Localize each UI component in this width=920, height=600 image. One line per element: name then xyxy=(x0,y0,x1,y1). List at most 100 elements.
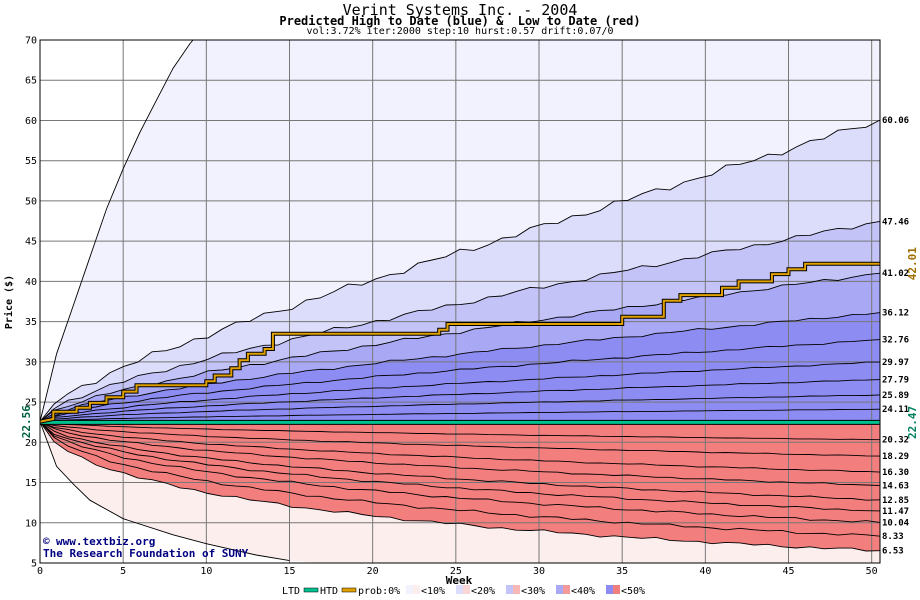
low-level-curve xyxy=(40,421,880,486)
level-label: 18.29 xyxy=(882,452,909,462)
legend-band-label: <50% xyxy=(621,586,645,597)
x-tick-label: 50 xyxy=(866,566,878,577)
y-tick-label: 70 xyxy=(25,36,37,47)
high-level-curve xyxy=(40,312,880,423)
level-label: 12.85 xyxy=(882,496,909,506)
legend-band-label: <20% xyxy=(471,586,495,597)
y-tick-label: 60 xyxy=(25,116,37,127)
level-label: 20.32 xyxy=(882,436,909,446)
level-label: 11.47 xyxy=(882,507,909,517)
legend-band-label: <30% xyxy=(521,586,545,597)
plot-frame xyxy=(39,39,881,564)
high-band xyxy=(40,339,880,422)
y-tick-label: 50 xyxy=(25,196,37,207)
x-tick-label: 45 xyxy=(782,566,794,577)
low-level-curve xyxy=(40,421,880,441)
level-label: 6.53 xyxy=(882,547,904,557)
y-tick-label: 45 xyxy=(25,237,37,248)
current-price-label: 22.47 xyxy=(906,406,919,439)
level-label: 47.46 xyxy=(882,217,909,227)
y-axis-label: Price ($) xyxy=(3,275,15,329)
path-end-label: 42.01 xyxy=(906,247,919,280)
legend-band-swatch-red xyxy=(513,585,520,594)
level-label: 14.63 xyxy=(882,482,909,492)
legend-band-swatch-blue xyxy=(506,585,513,594)
level-label: 32.76 xyxy=(882,336,909,346)
level-label: 60.06 xyxy=(882,116,909,126)
chart-title: Verint Systems Inc. - 2004 xyxy=(342,1,578,19)
low-level-curve xyxy=(40,421,880,512)
high-level-curve xyxy=(40,119,880,422)
level-label: 10.04 xyxy=(882,518,910,528)
y-tick-label: 5 xyxy=(31,559,37,570)
legend-band-label: <10% xyxy=(421,586,445,597)
high-band xyxy=(40,273,880,422)
legend-band-swatch-red xyxy=(413,585,420,594)
high-level-curve xyxy=(40,361,880,423)
y-tick-label: 40 xyxy=(25,277,37,288)
legend-prob-label: prob:0% xyxy=(358,586,400,597)
y-tick-label: 25 xyxy=(25,398,37,409)
watermark-org: The Research Foundation of SUNY xyxy=(43,547,249,560)
legend: LTD HTD prob:0% <10% <20% <30% <40% <50% xyxy=(282,585,645,597)
legend-band-swatch-red xyxy=(613,585,620,594)
low-level-curve xyxy=(40,421,880,457)
legend-band-swatch-blue xyxy=(556,585,563,594)
x-tick-label: 20 xyxy=(367,566,379,577)
legend-ltd-label: LTD xyxy=(282,586,300,597)
low-level-curve xyxy=(40,421,880,537)
probability-bands xyxy=(40,40,880,563)
legend-band-swatch-blue xyxy=(456,585,463,594)
level-curves xyxy=(40,40,880,562)
high-envelope xyxy=(40,40,194,422)
level-label: 36.12 xyxy=(882,309,909,319)
level-label: 24.11 xyxy=(882,405,909,415)
legend-band-swatch-red xyxy=(563,585,570,594)
copyright-mark: © xyxy=(43,535,50,548)
high-level-curve xyxy=(40,379,880,423)
legend-band-swatch-blue xyxy=(606,585,613,594)
legend-band-label: <40% xyxy=(571,586,595,597)
price-path xyxy=(40,262,880,423)
x-tick-label: 30 xyxy=(533,566,545,577)
high-level-curve xyxy=(40,272,880,423)
legend-htd-label: HTD xyxy=(320,586,338,597)
level-label: 29.97 xyxy=(882,358,909,368)
level-label: 16.30 xyxy=(882,468,909,478)
legend-band-swatch-red xyxy=(463,585,470,594)
simulation-params: vol:3.72% iter:2000 step:10 hurst:0.57 d… xyxy=(306,26,614,37)
level-label: 25.89 xyxy=(882,391,909,401)
y-tick-label: 30 xyxy=(25,357,37,368)
high-band xyxy=(40,379,880,422)
watermark-url: www.textbiz.org xyxy=(56,535,155,548)
low-level-curve xyxy=(40,421,880,552)
level-label: 41.02 xyxy=(882,269,909,279)
x-tick-label: 35 xyxy=(616,566,628,577)
low-level-curve xyxy=(40,421,880,473)
legend-htd-swatch xyxy=(341,587,357,593)
high-level-curve xyxy=(40,339,880,423)
high-band xyxy=(40,312,880,422)
y-tick-label: 15 xyxy=(25,478,37,489)
start-price-label: 22.56 xyxy=(20,405,33,438)
legend-ltd-swatch xyxy=(303,587,319,593)
low-level-curve xyxy=(40,421,880,523)
level-label: 27.79 xyxy=(882,376,909,386)
y-tick-label: 55 xyxy=(25,156,37,167)
high-level-curve xyxy=(40,408,880,423)
high-band xyxy=(40,362,880,422)
high-band xyxy=(40,409,880,422)
high-band xyxy=(40,40,880,422)
y-tick-label: 10 xyxy=(25,518,37,529)
x-tick-label: 10 xyxy=(200,566,212,577)
y-tick-label: 35 xyxy=(25,317,37,328)
high-level-curve xyxy=(40,394,880,423)
x-tick-label: 25 xyxy=(450,566,462,577)
chart-subtitle: Predicted High to Date (blue) & Low to D… xyxy=(279,14,641,28)
y-tick-label: 65 xyxy=(25,76,37,87)
y-tick-label: 20 xyxy=(25,438,37,449)
legend-band-swatch-blue xyxy=(406,585,413,594)
x-tick-label: 0 xyxy=(37,566,43,577)
